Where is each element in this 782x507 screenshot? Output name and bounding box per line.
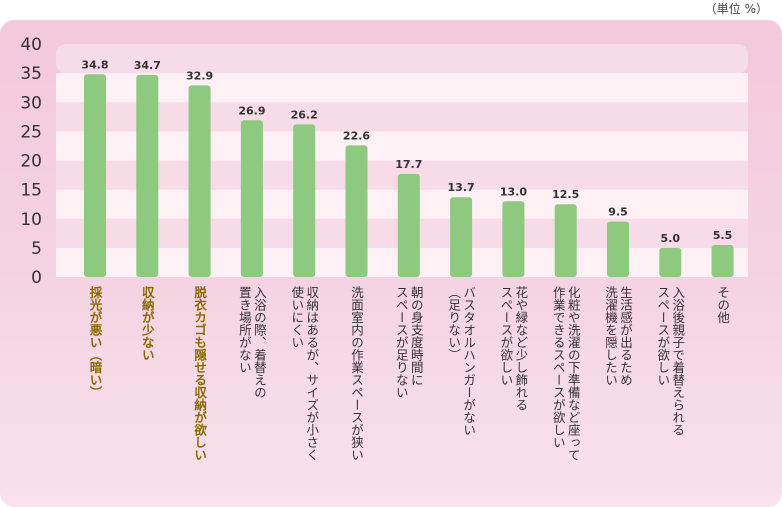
value-label: 17.7 (395, 158, 422, 171)
category-label: （足りない） (446, 286, 461, 361)
value-label: 22.6 (343, 129, 370, 142)
bar (554, 204, 577, 277)
category-label: その他 (715, 286, 730, 324)
bar (659, 247, 682, 277)
y-tick-label: 30 (20, 93, 42, 113)
y-tick-label: 35 (20, 64, 42, 84)
category-label: 化粧や洗濯の下準備など座って (566, 286, 581, 461)
category-label: 脱衣カゴも隠せる収納が欲しい (192, 285, 207, 461)
category-label: 収納が少ない (140, 285, 155, 361)
category-label: 入浴の際、着替えの (252, 286, 267, 399)
y-tick-label: 40 (20, 35, 42, 55)
grid-band (56, 131, 748, 161)
category-label: スペースが欲しい (655, 286, 670, 386)
value-label: 5.5 (713, 229, 733, 242)
category-label: 入浴後親子で着替えられる (670, 286, 685, 436)
value-label: 12.5 (552, 188, 579, 201)
value-label: 9.5 (608, 206, 628, 219)
y-tick-label: 0 (31, 268, 42, 288)
grid-band (56, 44, 748, 74)
y-tick-label: 25 (20, 122, 42, 142)
bar (711, 244, 734, 277)
value-label: 26.2 (291, 108, 318, 121)
bar (397, 173, 420, 277)
y-tick-label: 5 (31, 239, 42, 259)
category-label: 採光が悪い（暗い） (88, 285, 103, 399)
category-label: 生活感が出るため (618, 286, 633, 386)
bar (188, 85, 211, 277)
y-tick-label: 20 (20, 152, 42, 172)
y-tick-label: 15 (20, 181, 42, 201)
category-label: 洗面室内の作業スペースが狭い (349, 286, 364, 461)
value-label: 13.7 (448, 181, 475, 194)
value-label: 32.9 (186, 69, 213, 82)
value-label: 34.7 (134, 59, 161, 72)
category-label: 使いにくい (289, 285, 304, 349)
bar (345, 145, 368, 277)
bar (450, 197, 473, 277)
unit-label: （単位 %） (704, 2, 768, 16)
value-label: 34.8 (81, 58, 108, 71)
category-label: 洗濯機を隠したい (603, 286, 618, 386)
category-label: 作業できるスペースが欲しい (551, 286, 566, 449)
category-label: 花や緑など少し飾れる (513, 285, 528, 411)
bar (240, 120, 263, 278)
category-label: スペースが欲しい (498, 286, 513, 386)
grid-band (56, 73, 748, 103)
bar (607, 221, 629, 277)
grid-band (56, 102, 748, 132)
y-tick-label: 10 (20, 210, 42, 230)
category-label: スペースが足りない (394, 286, 409, 399)
value-label: 13.0 (500, 185, 527, 198)
value-label: 26.9 (238, 104, 265, 117)
category-label: バスタオルハンガーがない (461, 286, 476, 436)
category-label: 収納はあるが、サイズが小さく (304, 286, 319, 461)
category-label: 朝の身支度時間に (409, 286, 424, 386)
category-label: 置き場所がない (237, 286, 252, 374)
bar (502, 201, 525, 277)
value-label: 5.0 (661, 232, 681, 245)
bar (84, 74, 106, 277)
bar (136, 74, 159, 277)
bar (293, 124, 316, 277)
